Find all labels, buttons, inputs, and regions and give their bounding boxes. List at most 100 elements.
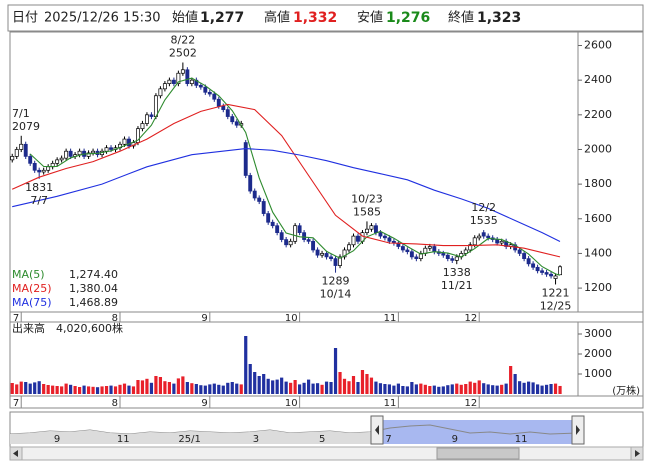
- candle-body: [234, 121, 239, 126]
- volume-bar: [235, 383, 239, 394]
- annotation-value: 1585: [353, 205, 381, 218]
- volume-bar: [55, 386, 59, 394]
- y-tick-label: 1800: [584, 177, 612, 190]
- volume-bar: [172, 383, 176, 394]
- volume-bar: [428, 386, 432, 394]
- volume-bar: [518, 381, 522, 394]
- x-tick-label: 10: [285, 313, 298, 324]
- volume-bar: [239, 384, 243, 394]
- volume-bar: [145, 378, 149, 394]
- volume-bar: [432, 385, 436, 394]
- volume-bar: [509, 366, 513, 394]
- volume-bar: [149, 382, 154, 394]
- navigator-label: 11: [515, 434, 528, 445]
- y-tick-label: 2200: [584, 108, 612, 121]
- annotation-date: 12/25: [540, 299, 572, 312]
- volume-bar: [387, 384, 392, 394]
- annotation-value: 1289: [322, 275, 350, 288]
- navigator-label: 5: [319, 434, 325, 445]
- candle-body: [158, 88, 163, 97]
- volume-bar: [473, 382, 477, 394]
- scroll-thumb[interactable]: [436, 447, 520, 460]
- candle-body: [495, 239, 500, 244]
- volume-bar: [64, 383, 68, 394]
- navigator-label: 3: [253, 434, 259, 445]
- volume-bar: [531, 382, 535, 394]
- volume-bar: [86, 386, 91, 394]
- annotation-date: 11/21: [441, 279, 473, 292]
- candle-body: [37, 169, 42, 173]
- volume-bar: [194, 384, 198, 394]
- candle-body: [558, 266, 562, 276]
- candle-body: [221, 105, 226, 110]
- candle-body: [535, 266, 540, 272]
- candle-body: [526, 258, 531, 265]
- volume-bar: [95, 387, 100, 394]
- volume-bar: [446, 385, 450, 394]
- navigator: [9, 411, 644, 461]
- close-value: 1,323: [477, 10, 521, 26]
- y-tick-label: 1600: [584, 212, 612, 225]
- x-tick-label: 7: [13, 313, 19, 324]
- candle-body: [369, 225, 374, 230]
- volume-bar: [69, 384, 73, 394]
- annotation-date: 7/7: [30, 194, 48, 207]
- volume-bar: [127, 385, 131, 394]
- candle-body: [207, 91, 212, 95]
- scrollbar: [9, 446, 644, 461]
- volume-bar: [140, 380, 145, 394]
- candle-body: [270, 221, 275, 227]
- high-value: 1,332: [293, 10, 337, 26]
- volume-bar: [527, 381, 531, 394]
- candle-body: [427, 246, 432, 249]
- volume-bar: [212, 383, 216, 394]
- volume-bar: [73, 386, 77, 394]
- candle-body: [378, 232, 383, 237]
- candle-body: [68, 150, 73, 157]
- candle-body: [162, 83, 167, 90]
- candle-body: [486, 235, 491, 239]
- annotation-date: 7/1: [12, 107, 30, 120]
- volume-bar: [91, 386, 95, 394]
- y-tick-label: 1200: [584, 281, 612, 294]
- volume-bar: [109, 385, 113, 394]
- x-tick-label: 12: [464, 313, 477, 324]
- volume-bar: [342, 378, 347, 394]
- volume-bar: [558, 385, 562, 394]
- date: 2025/12/26 15:30: [44, 11, 161, 26]
- volume-bar: [217, 384, 221, 394]
- volume-bar: [46, 385, 50, 394]
- navigator-selection: [378, 420, 578, 444]
- annotation-value: 1338: [443, 266, 471, 279]
- volume-bar: [185, 382, 189, 394]
- candle-body: [55, 159, 60, 164]
- candle-body: [77, 150, 82, 156]
- volume-bar: [122, 383, 127, 394]
- y-tick-label: 1000: [584, 367, 612, 380]
- volume-bar: [298, 384, 302, 394]
- candle-body: [472, 237, 477, 246]
- candle-body: [176, 72, 181, 84]
- candle-body: [531, 263, 536, 268]
- volume-bar: [302, 382, 306, 394]
- volume-bar: [455, 383, 459, 394]
- candle-body: [14, 149, 19, 157]
- volume-bar: [329, 382, 333, 394]
- legend-value: 1,468.89: [69, 296, 118, 309]
- candle-body: [140, 123, 145, 130]
- volume-bar: [396, 383, 400, 394]
- candle-body: [261, 201, 266, 214]
- x-tick-label: 12: [464, 398, 477, 409]
- candle-body: [288, 240, 293, 246]
- candle-body: [302, 232, 307, 240]
- volume-bar: [513, 374, 517, 394]
- volume-total: 4,020,600株: [56, 321, 123, 335]
- candle-body: [275, 225, 280, 233]
- candle-body: [203, 86, 208, 93]
- candle-body: [167, 79, 172, 84]
- navigator-area: [10, 430, 378, 444]
- volume-bar: [410, 382, 414, 394]
- legend-value: 1,274.40: [69, 268, 118, 281]
- candle-body: [10, 156, 15, 161]
